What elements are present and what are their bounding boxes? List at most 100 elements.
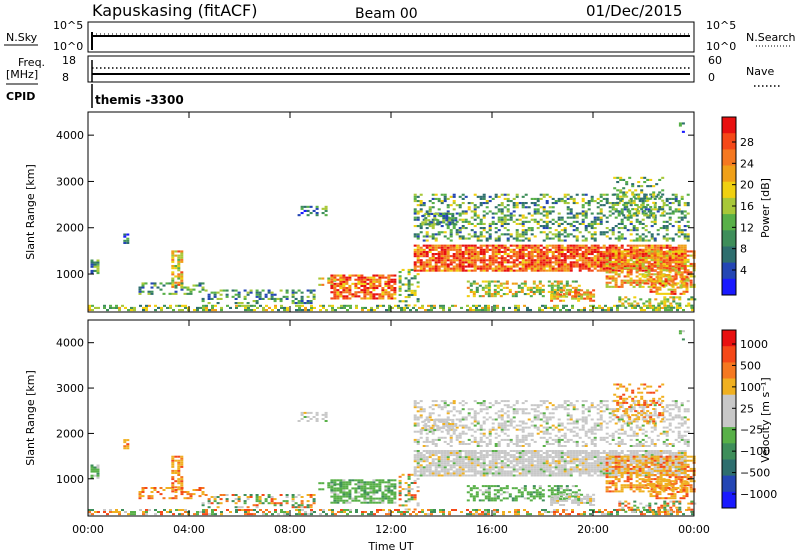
power-cell: [667, 304, 670, 307]
velocity-cell: [428, 466, 432, 469]
power-cell: [590, 220, 594, 223]
power-cell: [430, 309, 433, 312]
velocity-cell: [637, 509, 640, 511]
power-cell: [488, 195, 492, 198]
power-cell: [369, 291, 373, 294]
power-cell: [605, 252, 609, 255]
velocity-cell: [390, 479, 394, 482]
velocity-cell: [566, 470, 570, 473]
power-cell: [587, 200, 591, 203]
power-cell: [545, 200, 549, 203]
power-cell: [683, 265, 687, 268]
power-cell: [541, 288, 545, 291]
velocity-cell: [425, 470, 429, 473]
power-cell: [443, 195, 447, 198]
power-cell: [518, 222, 522, 225]
velocity-cell: [103, 511, 106, 513]
velocity-cell: [473, 462, 477, 465]
power-cell: [388, 304, 391, 307]
power-cell: [428, 235, 432, 238]
power-colorbar-tick: 16: [740, 200, 754, 213]
velocity-cell: [279, 502, 283, 505]
power-cell: [583, 297, 587, 300]
power-cell: [557, 255, 561, 258]
power-cell: [446, 263, 450, 266]
velocity-cell: [410, 496, 414, 499]
velocity-cell: [366, 483, 370, 486]
power-cell: [214, 304, 217, 307]
velocity-cell: [464, 458, 468, 461]
velocity-cell: [466, 509, 469, 511]
power-cell: [446, 237, 450, 240]
power-cell: [551, 250, 555, 253]
power-cell: [674, 210, 678, 213]
power-cell: [434, 248, 438, 251]
power-cell: [662, 227, 666, 230]
power-cell: [378, 276, 382, 279]
power-cell: [479, 253, 483, 256]
power-cell: [545, 235, 549, 238]
velocity-cell: [527, 460, 531, 463]
power-cell: [590, 259, 594, 262]
power-cell: [659, 267, 663, 270]
power-cell: [592, 295, 596, 298]
velocity-cell: [375, 497, 379, 500]
power-cell: [686, 260, 690, 263]
power-cell: [446, 210, 450, 213]
power-cell: [677, 269, 681, 272]
velocity-cell: [147, 495, 151, 498]
power-cell: [572, 250, 576, 253]
velocity-cell: [503, 458, 507, 461]
power-cell: [548, 250, 552, 253]
velocity-cell: [482, 456, 486, 459]
power-cell: [623, 237, 627, 240]
power-cell: [309, 300, 313, 303]
power-cell: [494, 212, 498, 215]
power-cell: [602, 233, 606, 236]
power-cell: [446, 255, 450, 258]
power-cell: [659, 271, 663, 274]
velocity-cell: [421, 509, 424, 511]
velocity-cell: [208, 513, 211, 516]
power-cell: [351, 295, 355, 298]
power-cell: [545, 259, 549, 262]
velocity-cell: [255, 494, 259, 496]
power-cell: [428, 206, 432, 209]
power-cell: [448, 306, 451, 309]
power-cell: [647, 250, 651, 253]
power-cell: [601, 306, 604, 309]
power-cell: [512, 259, 516, 262]
velocity-cell: [177, 474, 181, 476]
velocity-cell: [407, 488, 411, 491]
velocity-cell: [431, 464, 435, 467]
velocity-cell: [219, 502, 223, 505]
velocity-cell: [458, 454, 462, 457]
power-cell: [524, 255, 528, 258]
power-cell: [652, 278, 656, 281]
power-cell: [521, 216, 525, 219]
power-cell: [644, 253, 648, 256]
power-cell: [656, 265, 660, 268]
velocity-cell: [494, 450, 498, 452]
power-cell: [649, 304, 652, 307]
power-cell: [443, 255, 447, 258]
power-cell: [442, 212, 446, 215]
power-cell: [536, 269, 540, 272]
power-cell: [599, 220, 603, 223]
power-cell: [685, 276, 689, 279]
power-cell: [493, 288, 497, 291]
velocity-cell: [174, 455, 178, 458]
power-cell: [580, 289, 584, 292]
power-cell: [509, 216, 513, 219]
power-cell: [413, 291, 417, 294]
power-cell: [649, 306, 652, 309]
velocity-cell: [303, 416, 307, 418]
power-cell: [680, 218, 684, 221]
velocity-cell: [303, 506, 307, 509]
power-cell: [276, 297, 280, 300]
velocity-cell: [500, 456, 504, 459]
power-cell: [683, 225, 687, 228]
power-cell: [545, 237, 549, 240]
velocity-cell: [360, 479, 364, 482]
power-cell: [517, 309, 520, 312]
